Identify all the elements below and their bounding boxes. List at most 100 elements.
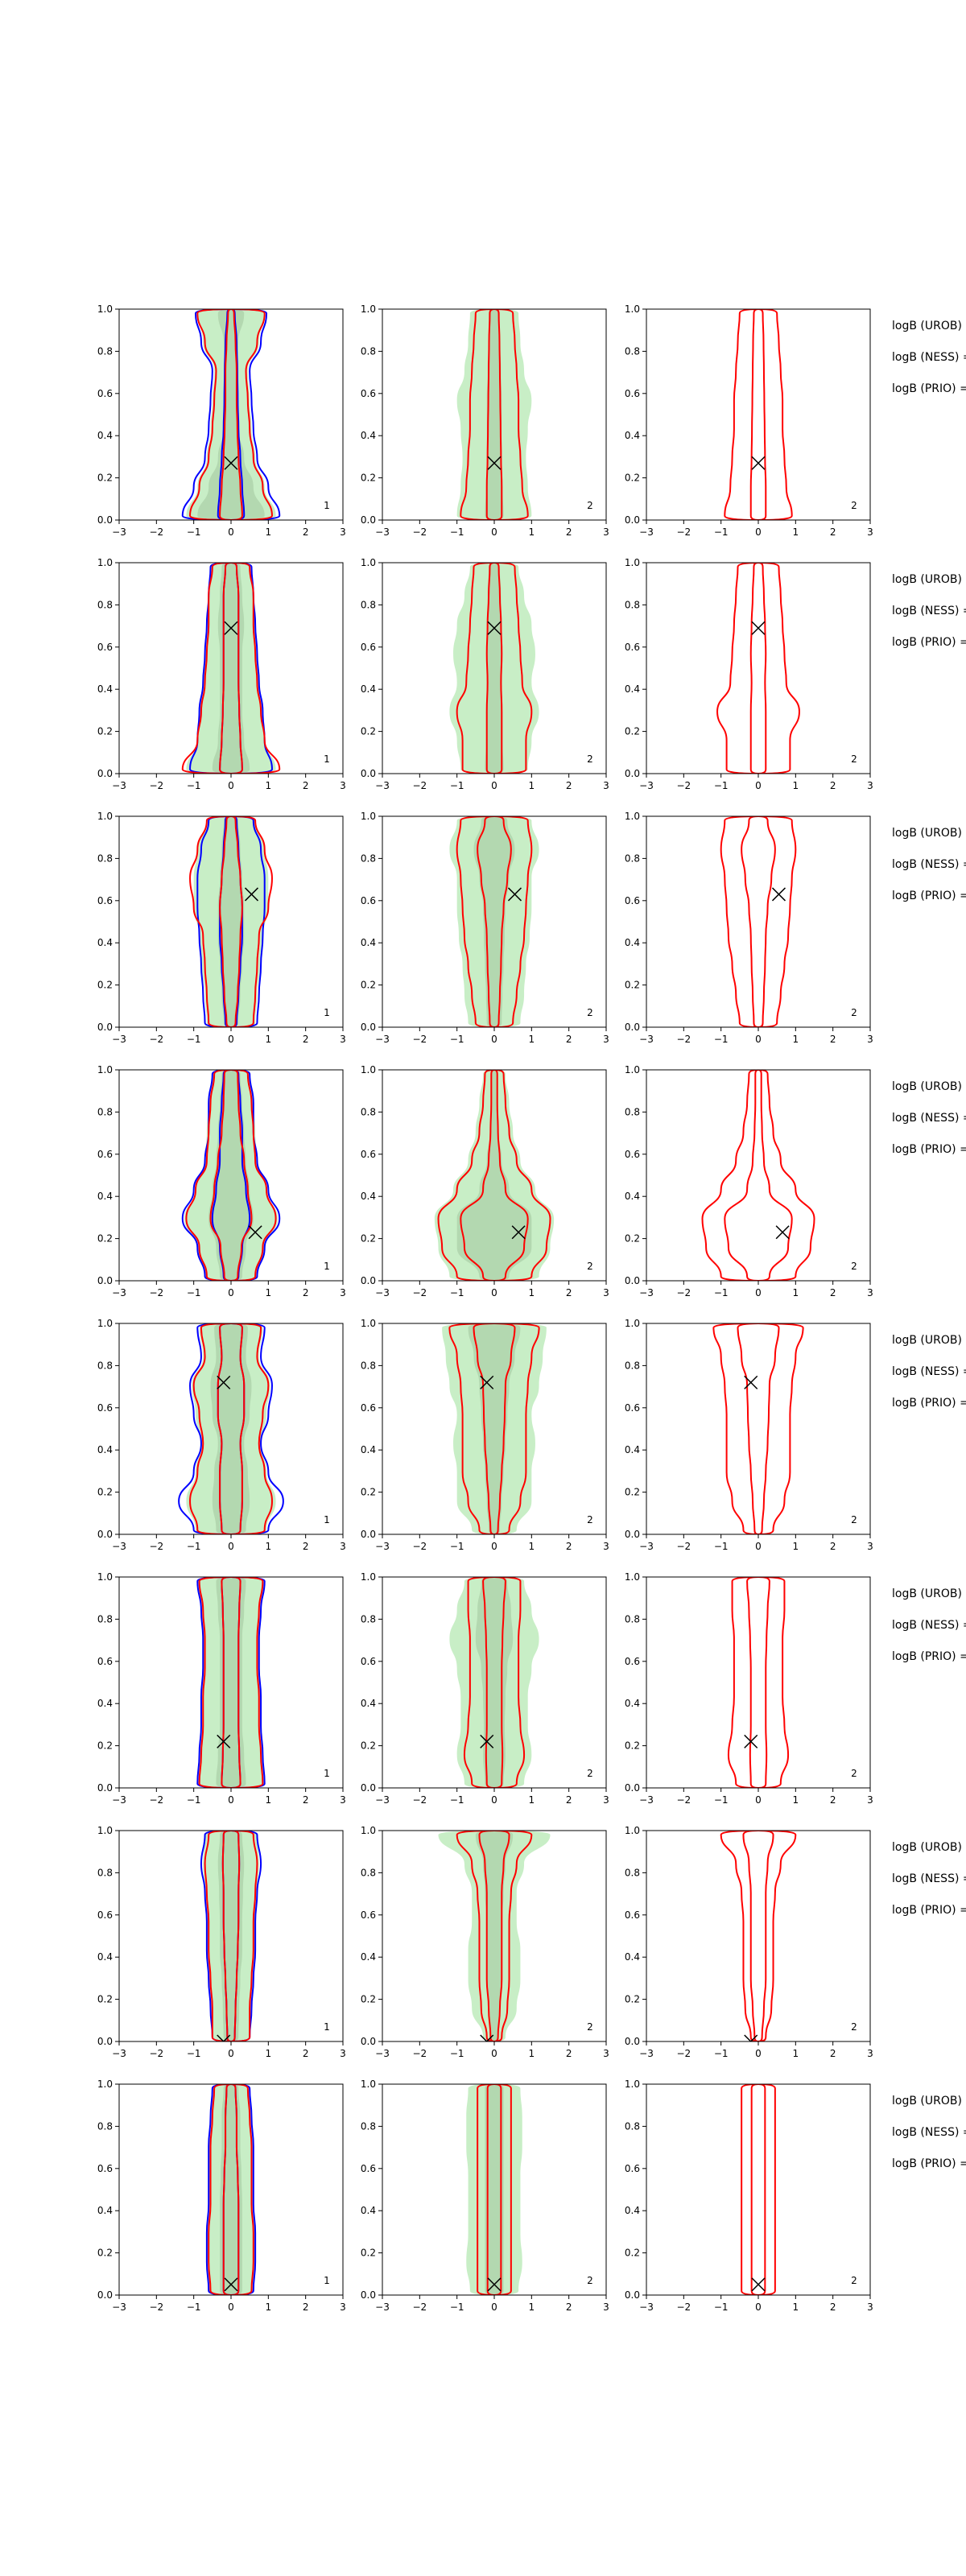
y-tick-label: 1.0 <box>625 2079 640 2090</box>
x-tick-label: 3 <box>340 1034 346 1045</box>
y-tick-label: 0.2 <box>361 980 376 991</box>
x-tick-label: −1 <box>187 780 201 791</box>
red-contour-inner <box>485 309 503 520</box>
logb-label: logB (UROB) = <box>892 320 966 332</box>
x-tick-label: −1 <box>450 1034 464 1045</box>
x-tick-label: 0 <box>228 2301 234 2313</box>
y-tick-label: 0.0 <box>625 1022 640 1033</box>
true-value-marker <box>751 456 766 470</box>
contour-panel: −3 −2 −1 0 1 2 3 0.0 0.2 0.4 0.6 0.8 1.0 1 <box>97 303 346 538</box>
x-tick-label: 1 <box>529 1794 535 1806</box>
contour-panel: −3 −2 −1 0 1 2 3 0.0 0.2 0.4 0.6 0.8 1.0 2 <box>361 303 609 538</box>
x-tick-label: 1 <box>266 1287 272 1298</box>
x-tick-label: 2 <box>566 1541 572 1552</box>
y-tick-label: 1.0 <box>361 1571 376 1583</box>
y-tick-label: 0.4 <box>625 430 640 441</box>
red-contour-outer <box>189 816 273 1027</box>
true-value-marker <box>771 887 786 902</box>
red-contour-inner <box>460 1070 529 1281</box>
y-tick-label: 0.0 <box>625 1529 640 1540</box>
x-tick-label: 2 <box>566 1794 572 1806</box>
y-tick-label: 0.8 <box>625 1106 640 1117</box>
filled-contour-inner <box>485 2084 504 2295</box>
x-tick-label: −1 <box>187 1034 201 1045</box>
x-tick-label: 2 <box>303 1034 309 1045</box>
panel-number: 2 <box>587 2275 593 2286</box>
y-tick-label: 0.4 <box>361 1444 376 1455</box>
x-tick-label: −2 <box>412 2301 427 2313</box>
red-contour-outer <box>720 1831 797 2041</box>
red-contour-outer <box>712 1323 804 1534</box>
y-tick-label: 0.4 <box>97 683 113 695</box>
y-tick-label: 0.8 <box>97 1867 113 1878</box>
x-tick-label: 0 <box>755 1541 762 1552</box>
x-tick-label: 3 <box>867 526 873 538</box>
y-tick-label: 0.4 <box>361 683 376 695</box>
y-tick-label: 0.6 <box>625 1656 640 1667</box>
y-tick-label: 0.6 <box>97 1656 113 1667</box>
x-tick-label: −3 <box>639 2048 654 2059</box>
y-tick-label: 1.0 <box>97 1825 113 1836</box>
red-contour-inner <box>219 816 243 1027</box>
x-tick-label: 2 <box>566 1287 572 1298</box>
y-tick-label: 0.8 <box>625 1867 640 1878</box>
filled-contour-inner <box>216 1577 246 1788</box>
logb-label: logB (PRIO) = <box>892 636 966 649</box>
y-tick-label: 0.8 <box>97 345 113 357</box>
true-value-marker <box>217 2034 231 2041</box>
red-contour-inner <box>217 1323 246 1534</box>
blue-contour-outer <box>189 563 273 774</box>
y-tick-label: 0.6 <box>361 895 376 906</box>
y-tick-label: 0.0 <box>97 514 113 526</box>
logb-label: logB (PRIO) = <box>892 890 966 902</box>
x-tick-label: 2 <box>830 526 836 538</box>
y-tick-label: 1.0 <box>361 1064 376 1075</box>
red-contour-outer <box>456 816 533 1027</box>
blue-contour-outer <box>205 2084 257 2295</box>
x-tick-label: 0 <box>228 1541 234 1552</box>
true-value-marker <box>487 456 502 470</box>
y-tick-label: 0.8 <box>97 599 113 610</box>
x-tick-label: 1 <box>266 526 272 538</box>
logb-label: logB (PRIO) = <box>892 1650 966 1663</box>
y-tick-label: 0.6 <box>625 895 640 906</box>
axes-frame <box>646 308 871 521</box>
panel-number: 1 <box>324 2275 330 2286</box>
x-tick-label: 0 <box>755 1034 762 1045</box>
figure-row: −3 −2 −1 0 1 2 3 0.0 0.2 0.4 0.6 0.8 1.0 1 −3 −2 −1 0 1 2 3 0… <box>97 1825 966 2059</box>
panel-number: 1 <box>324 1261 330 1272</box>
contour-panel: −3 −2 −1 0 1 2 3 0.0 0.2 0.4 0.6 0.8 1.0 2 <box>361 2079 609 2313</box>
x-tick-label: −2 <box>412 1541 427 1552</box>
x-tick-label: 0 <box>491 1794 497 1806</box>
y-tick-label: 0.2 <box>97 1740 113 1752</box>
x-tick-label: −3 <box>112 2048 126 2059</box>
x-tick-label: 3 <box>867 780 873 791</box>
x-tick-label: 0 <box>491 1034 497 1045</box>
y-tick-label: 0.0 <box>361 1782 376 1794</box>
logb-label: logB (PRIO) = <box>892 1904 966 1917</box>
x-tick-label: 3 <box>603 1541 609 1552</box>
x-tick-label: −1 <box>450 2301 464 2313</box>
contour-panel: −3 −2 −1 0 1 2 3 0.0 0.2 0.4 0.6 0.8 1.0 2 <box>361 1318 609 1552</box>
contour-panel: −3 −2 −1 0 1 2 3 0.0 0.2 0.4 0.6 0.8 1.0 1 <box>97 557 346 791</box>
y-tick-label: 0.4 <box>361 937 376 948</box>
y-tick-label: 0.2 <box>625 473 640 484</box>
y-tick-label: 1.0 <box>97 1318 113 1329</box>
contour-panel: −3 −2 −1 0 1 2 3 0.0 0.2 0.4 0.6 0.8 1.0 2 <box>625 1571 873 1806</box>
y-tick-label: 0.8 <box>361 345 376 357</box>
x-tick-label: 0 <box>491 2048 497 2059</box>
red-contour-inner <box>482 1577 506 1788</box>
x-tick-label: 0 <box>491 1287 497 1298</box>
filled-contour-inner <box>485 563 504 774</box>
y-tick-label: 0.0 <box>625 1275 640 1286</box>
x-tick-label: −2 <box>149 526 163 538</box>
red-contour-outer <box>741 2084 776 2295</box>
y-tick-label: 0.0 <box>97 2036 113 2047</box>
y-tick-label: 1.0 <box>625 811 640 822</box>
filled-contour-inner <box>217 1831 245 2041</box>
y-tick-label: 0.6 <box>361 1402 376 1414</box>
blue-contour-outer <box>196 1577 266 1788</box>
x-tick-label: 2 <box>830 1034 836 1045</box>
red-contour-outer <box>198 1577 264 1788</box>
x-tick-label: 3 <box>867 2301 873 2313</box>
